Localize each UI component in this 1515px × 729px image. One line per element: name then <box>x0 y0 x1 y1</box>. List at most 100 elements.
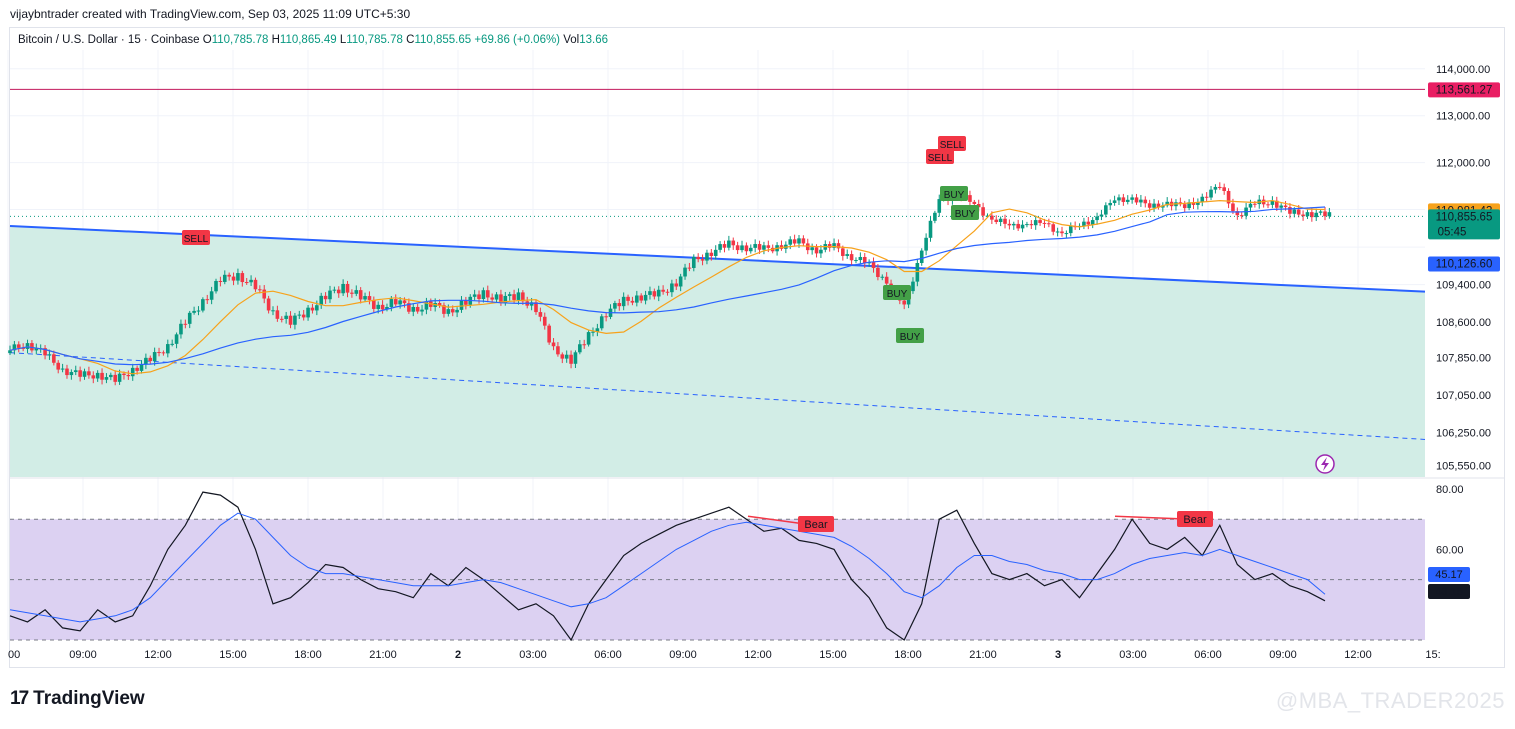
ma-orange-line[interactable] <box>9 199 1326 375</box>
candle-body[interactable] <box>1274 200 1279 208</box>
candle-body[interactable] <box>1029 224 1034 226</box>
candle-body[interactable] <box>279 318 284 320</box>
candle-body[interactable] <box>757 244 762 250</box>
candle-body[interactable] <box>490 297 494 300</box>
candle-body[interactable] <box>1068 226 1073 234</box>
candle-body[interactable] <box>1033 220 1038 226</box>
candle-body[interactable] <box>69 372 74 376</box>
candle-body[interactable] <box>231 276 236 281</box>
candle-body[interactable] <box>240 273 245 283</box>
rsi-ma-line[interactable] <box>9 512 1326 623</box>
candle-body[interactable] <box>1288 207 1292 214</box>
candle-body[interactable] <box>1090 220 1095 225</box>
candle-body[interactable] <box>464 300 468 305</box>
candle-body[interactable] <box>880 276 885 278</box>
candle-body[interactable] <box>884 276 889 284</box>
candle-body[interactable] <box>1213 186 1218 190</box>
candle-body[interactable] <box>748 247 753 252</box>
tradingview-logo[interactable]: 17 TradingView <box>10 688 145 710</box>
candle-body[interactable] <box>336 289 341 294</box>
candle-body[interactable] <box>1165 201 1169 206</box>
candle-body[interactable] <box>345 283 350 293</box>
sell-signal-badge[interactable] <box>182 230 210 245</box>
candle-body[interactable] <box>1025 224 1029 226</box>
candle-body[interactable] <box>521 292 525 302</box>
candle-body[interactable] <box>696 256 700 260</box>
candle-body[interactable] <box>82 371 87 377</box>
candle-body[interactable] <box>244 282 249 284</box>
candle-body[interactable] <box>599 316 604 329</box>
candle-body[interactable] <box>192 310 196 313</box>
candle-body[interactable] <box>1270 200 1275 205</box>
candle-body[interactable] <box>972 201 977 205</box>
candle-body[interactable] <box>639 295 643 301</box>
candle-body[interactable] <box>976 204 981 208</box>
candle-body[interactable] <box>1086 221 1091 225</box>
candle-body[interactable] <box>222 274 227 282</box>
candle-body[interactable] <box>372 299 376 309</box>
candle-body[interactable] <box>1051 224 1056 232</box>
candle-body[interactable] <box>1082 221 1086 226</box>
candle-body[interactable] <box>512 294 516 300</box>
candle-body[interactable] <box>113 374 117 382</box>
candle-body[interactable] <box>705 252 709 261</box>
candle-body[interactable] <box>341 283 345 294</box>
candle-body[interactable] <box>507 294 512 296</box>
candle-body[interactable] <box>613 303 617 309</box>
candle-body[interactable] <box>1125 199 1130 202</box>
candle-body[interactable] <box>205 299 210 301</box>
candle-body[interactable] <box>214 280 218 292</box>
candle-body[interactable] <box>762 245 766 250</box>
candle-body[interactable] <box>8 350 12 354</box>
candle-body[interactable] <box>306 307 310 318</box>
candle-body[interactable] <box>1060 231 1064 234</box>
candle-body[interactable] <box>731 240 736 246</box>
candle-body[interactable] <box>1108 202 1113 206</box>
candle-body[interactable] <box>792 239 797 244</box>
candle-body[interactable] <box>117 373 122 382</box>
candle-body[interactable] <box>1292 209 1297 214</box>
candle-body[interactable] <box>144 357 148 365</box>
candle-body[interactable] <box>556 346 560 355</box>
candle-body[interactable] <box>876 267 880 278</box>
candle-body[interactable] <box>34 348 39 351</box>
candle-body[interactable] <box>1020 224 1025 229</box>
candle-body[interactable] <box>538 312 543 317</box>
candle-body[interactable] <box>227 274 231 277</box>
candle-body[interactable] <box>902 300 906 305</box>
buy-signal-badge[interactable] <box>951 205 979 220</box>
candle-body[interactable] <box>551 342 556 347</box>
symbol-title[interactable]: Bitcoin / U.S. Dollar · 15 · Coinbase <box>18 34 200 46</box>
candle-body[interactable] <box>849 254 854 261</box>
candle-body[interactable] <box>367 296 372 300</box>
candle-body[interactable] <box>455 309 459 313</box>
candle-body[interactable] <box>411 306 416 312</box>
candle-body[interactable] <box>648 291 652 295</box>
candle-body[interactable] <box>665 291 670 293</box>
candle-body[interactable] <box>437 303 442 306</box>
candle-body[interactable] <box>301 314 306 318</box>
candle-body[interactable] <box>284 315 288 319</box>
candle-body[interactable] <box>60 368 65 370</box>
candle-body[interactable] <box>569 354 573 364</box>
candle-body[interactable] <box>573 352 578 364</box>
candle-body[interactable] <box>1279 205 1283 208</box>
candle-body[interactable] <box>1143 199 1148 204</box>
candle-body[interactable] <box>16 344 21 348</box>
candle-body[interactable] <box>1038 220 1042 223</box>
candle-body[interactable] <box>617 303 622 307</box>
candle-body[interactable] <box>788 239 793 245</box>
candle-body[interactable] <box>766 245 771 248</box>
candle-body[interactable] <box>1104 205 1108 215</box>
candle-body[interactable] <box>534 302 538 313</box>
candle-body[interactable] <box>1156 203 1161 208</box>
candle-body[interactable] <box>56 362 61 370</box>
candle-body[interactable] <box>135 367 139 371</box>
candle-body[interactable] <box>43 348 47 356</box>
candle-body[interactable] <box>1231 203 1235 212</box>
candle-body[interactable] <box>928 220 933 238</box>
candle-body[interactable] <box>297 314 302 316</box>
candle-body[interactable] <box>1323 211 1327 217</box>
candle-body[interactable] <box>1182 204 1187 209</box>
candle-body[interactable] <box>389 299 394 307</box>
